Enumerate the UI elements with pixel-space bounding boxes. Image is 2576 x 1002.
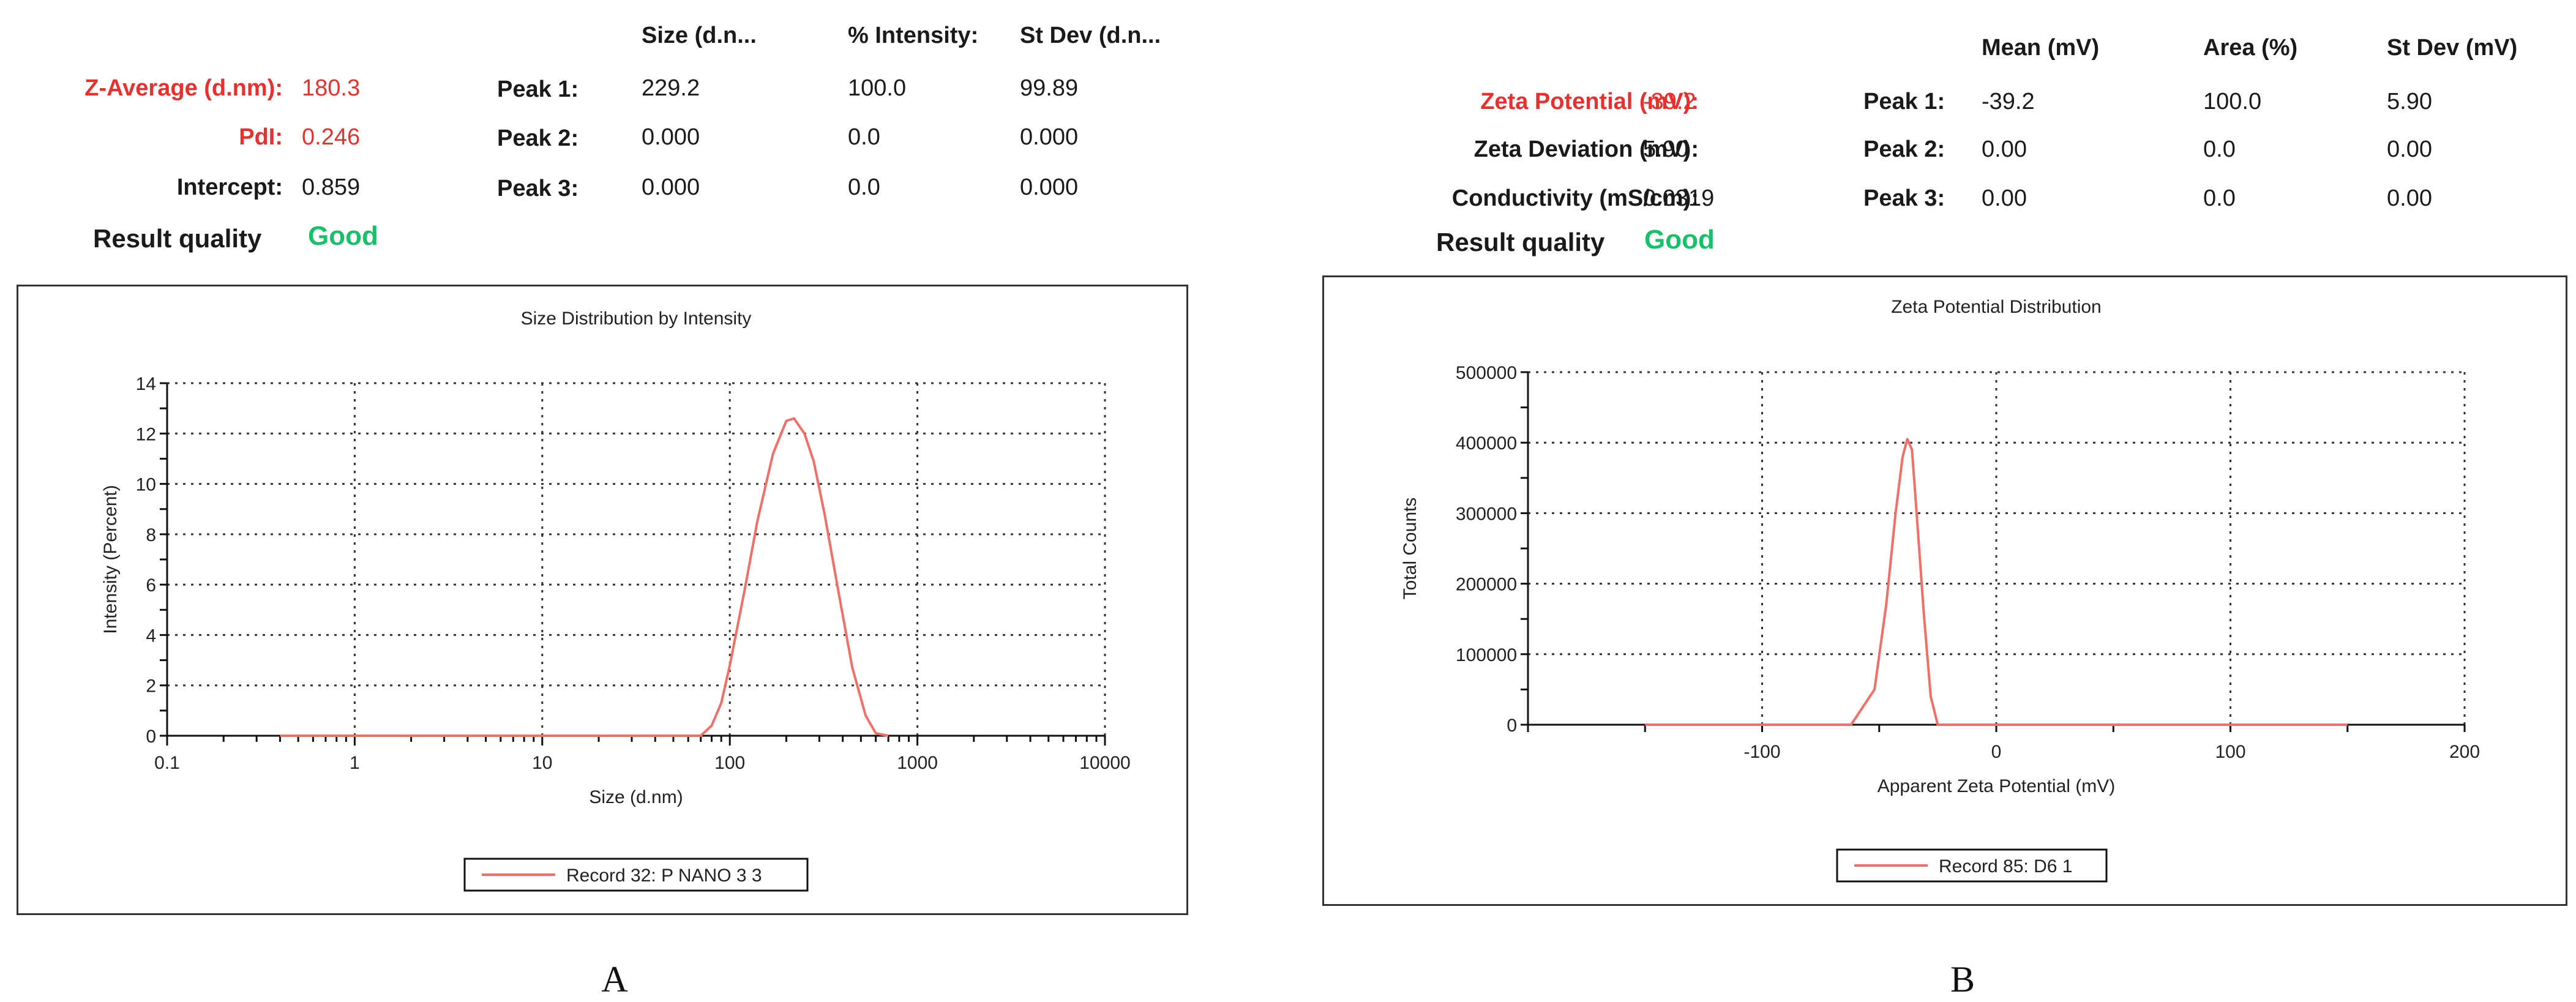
panel-a-caption: A	[601, 959, 628, 1000]
pdi-label: PdI:	[239, 124, 283, 150]
panel-b: Zeta Potential (mV): -39.2 Zeta Deviatio…	[1288, 0, 2576, 1002]
zeta-deviation-label: Zeta Deviation (mV):	[1473, 136, 1699, 162]
peak-b-3-label: Peak 3:	[1863, 185, 1945, 211]
z-average-label: Z-Average (d.nm):	[84, 75, 283, 101]
series-line	[1645, 438, 2348, 726]
result-quality-label: Result quality	[93, 224, 262, 253]
size-distribution-svg: Size Distribution by Intensity 0 2 4 6 8 10 12 1…	[100, 308, 1131, 892]
x-tick-label: 10	[532, 753, 552, 773]
peak-b-3-area: 0.0	[2203, 185, 2236, 211]
y-tick-label: 6	[146, 575, 156, 596]
peak-b-2-area: 0.0	[2203, 136, 2236, 162]
size-distribution-chart: Size Distribution by Intensity 0 2 4 6 8 10 12 1…	[17, 285, 1188, 915]
y-tick-label: 100000	[1456, 645, 1517, 665]
peak-b-3-mean: 0.00	[1982, 185, 2027, 211]
z-average-value: 180.3	[302, 75, 361, 101]
intercept-value: 0.859	[302, 174, 361, 200]
zeta-potential-label: Zeta Potential (mV):	[1480, 89, 1699, 114]
result-quality-value: Good	[308, 221, 378, 251]
legend-label: Record 85: D6 1	[1939, 856, 2072, 877]
peak-2-stdev: 0.000	[1020, 124, 1079, 150]
y-axis-label: Intensity (Percent)	[100, 485, 121, 634]
legend-label: Record 32: P NANO 3 3	[566, 866, 762, 886]
y-tick-label: 0	[146, 727, 156, 747]
y-tick-label: 10	[136, 475, 156, 495]
peaks-b-header-stdev: St Dev (mV)	[2387, 35, 2518, 61]
peaks-header-intensity: % Intensity:	[848, 23, 979, 48]
legend-box	[463, 858, 809, 892]
x-tick-label: -100	[1743, 742, 1780, 762]
peaks-header-size: Size (d.n...	[642, 23, 757, 48]
intercept-label: Intercept:	[176, 174, 283, 200]
x-tick-label: 100	[2215, 742, 2245, 762]
x-tick-label: 0.1	[154, 753, 180, 773]
peak-3-size: 0.000	[642, 174, 700, 200]
x-tick-label: 1	[350, 753, 360, 773]
y-tick-label: 4	[146, 626, 156, 646]
peak-b-2-mean: 0.00	[1982, 136, 2027, 162]
x-tick-label: 10000	[1079, 753, 1130, 773]
x-axis-label: Size (d.nm)	[589, 787, 683, 807]
chart-title: Size Distribution by Intensity	[521, 308, 752, 329]
chart-title: Zeta Potential Distribution	[1891, 297, 2102, 317]
y-tick-label: 200000	[1456, 575, 1517, 595]
peak-1-stdev: 99.89	[1020, 75, 1079, 101]
peak-b-1-stdev: 5.90	[2387, 89, 2432, 114]
peak-2-intensity: 0.0	[848, 124, 880, 150]
peak-3-label: Peak 3:	[497, 176, 579, 201]
peaks-b-header-mean: Mean (mV)	[1982, 35, 2100, 61]
peak-b-2-label: Peak 2:	[1863, 136, 1945, 162]
peak-2-label: Peak 2:	[497, 125, 579, 151]
zeta-distribution-svg: Zeta Potential Distribution 0 100000 200000…	[1400, 297, 2480, 883]
peak-1-label: Peak 1:	[497, 77, 579, 102]
series-line	[280, 417, 889, 737]
y-tick-label: 14	[136, 374, 156, 394]
conductivity-value: 0.0319	[1643, 185, 1715, 211]
peak-1-size: 229.2	[642, 75, 700, 101]
y-tick-label: 12	[136, 424, 156, 444]
peak-b-1-area: 100.0	[2203, 89, 2262, 114]
peak-3-stdev: 0.000	[1020, 174, 1079, 200]
pdi-value: 0.246	[302, 124, 361, 150]
peak-2-size: 0.000	[642, 124, 700, 150]
peaks-header-stdev: St Dev (d.n...	[1020, 23, 1161, 48]
panel-b-caption: B	[1950, 959, 1975, 1000]
peak-b-1-mean: -39.2	[1982, 89, 2035, 114]
result-quality-b-label: Result quality	[1436, 228, 1605, 256]
x-tick-label: 100	[714, 753, 745, 773]
y-tick-label: 300000	[1456, 504, 1517, 524]
peak-b-2-stdev: 0.00	[2387, 136, 2432, 162]
peak-1-intensity: 100.0	[848, 75, 907, 101]
y-axis-label: Total Counts	[1400, 498, 1420, 600]
peaks-b-header-area: Area (%)	[2203, 35, 2298, 61]
peak-3-intensity: 0.0	[848, 174, 880, 200]
y-tick-label: 400000	[1456, 433, 1517, 454]
y-tick-label: 500000	[1456, 363, 1517, 383]
x-axis-label: Apparent Zeta Potential (mV)	[1878, 776, 2116, 796]
zeta-deviation-value: 5.90	[1643, 136, 1688, 162]
panel-a: Z-Average (d.nm): 180.3 PdI: 0.246 Inter…	[17, 23, 1188, 1000]
peak-b-3-stdev: 0.00	[2387, 185, 2432, 211]
peak-b-1-label: Peak 1:	[1863, 89, 1945, 114]
y-tick-label: 2	[146, 676, 156, 697]
y-tick-label: 0	[1507, 716, 1517, 736]
x-tick-label: 200	[2449, 742, 2480, 762]
y-tick-label: 8	[146, 525, 156, 545]
zeta-distribution-chart: Zeta Potential Distribution 0 100000 200000…	[1322, 275, 2567, 906]
result-quality-b-value: Good	[1644, 225, 1715, 255]
x-tick-label: 1000	[897, 753, 938, 773]
conductivity-label: Conductivity (mS/cm):	[1451, 185, 1699, 211]
x-tick-label: 0	[1991, 742, 2002, 762]
zeta-potential-value: -39.2	[1643, 89, 1696, 114]
